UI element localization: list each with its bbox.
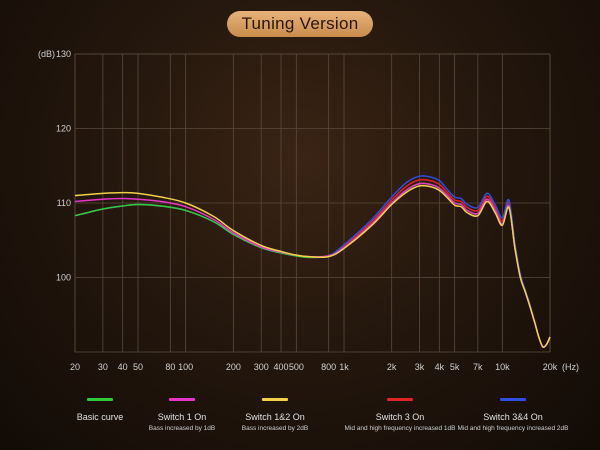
legend-item: Switch 3&4 On Mid and high frequency incr… — [453, 392, 573, 432]
series-line-basic-curve — [74, 182, 551, 348]
legend-item: Switch 1&2 On Bass increased by 2dB — [215, 392, 335, 432]
legend-label: Switch 3&4 On — [483, 412, 543, 422]
series-line-switch-1-on — [74, 182, 551, 348]
x-tick-label: 400 — [273, 362, 288, 372]
x-axis-unit-label: (Hz) — [562, 362, 579, 372]
legend-item: Switch 1 On Bass increased by 1dB — [122, 392, 242, 432]
x-tick-label: 300 — [254, 362, 269, 372]
x-tick-label: 20 — [70, 362, 80, 372]
x-tick-label: 2k — [387, 362, 397, 372]
series-group — [74, 175, 551, 348]
y-axis: (dB) 130 120 110 100 — [38, 49, 71, 283]
x-tick-label: 500 — [289, 362, 304, 372]
y-axis-unit-label: (dB) — [38, 49, 55, 59]
y-tick-label: 130 — [56, 49, 71, 59]
y-tick-label: 110 — [57, 198, 71, 208]
x-tick-label: 10k — [495, 362, 510, 372]
legend-description: Mid and high frequency increased 2dB — [457, 425, 569, 432]
legend-description: Bass increased by 2dB — [241, 425, 309, 432]
x-tick-label: 800 — [321, 362, 336, 372]
series-line-switch-3-4-on — [74, 175, 551, 348]
x-tick-label: 4k — [435, 362, 445, 372]
chart-title: Tuning Version — [241, 14, 359, 33]
x-tick-label: 7k — [473, 362, 483, 372]
grid — [74, 53, 551, 353]
x-tick-label: 1k — [339, 362, 349, 372]
x-tick-label: 3k — [415, 362, 425, 372]
x-tick-label: 100 — [178, 362, 193, 372]
x-tick-label: 200 — [226, 362, 241, 372]
legend-swatch — [262, 398, 288, 401]
legend: Basic curve Switch 1 On Bass increased by … — [0, 392, 600, 450]
x-axis: 20 30 40 50 80 100 200 300 400 500 800 1k 2k 3k 4k 5k 7k… — [70, 362, 579, 372]
legend-description: Bass increased by 1dB — [148, 425, 216, 432]
x-tick-label: 20k — [543, 362, 558, 372]
legend-label: Switch 3 On — [375, 412, 425, 422]
x-tick-label: 5k — [450, 362, 460, 372]
legend-label: Switch 1&2 On — [245, 412, 305, 422]
legend-label: Switch 1 On — [157, 412, 207, 422]
legend-swatch — [87, 398, 113, 401]
y-tick-label: 100 — [56, 273, 71, 283]
chart-title-pill: Tuning Version — [227, 11, 373, 37]
legend-label: Basic curve — [76, 412, 124, 422]
x-tick-label: 30 — [98, 362, 108, 372]
legend-item: Switch 3 On Mid and high frequency increa… — [340, 392, 460, 432]
x-tick-label: 40 — [118, 362, 128, 372]
x-tick-label: 50 — [133, 362, 143, 372]
x-tick-label: 80 — [165, 362, 175, 372]
legend-item: Basic curve — [40, 392, 160, 422]
legend-description: Mid and high frequency increased 1dB — [344, 425, 456, 432]
y-tick-label: 120 — [56, 124, 71, 134]
legend-swatch — [169, 398, 195, 401]
series-line-switch-1-2-on — [74, 184, 551, 348]
legend-swatch — [500, 398, 526, 401]
legend-swatch — [387, 398, 413, 401]
